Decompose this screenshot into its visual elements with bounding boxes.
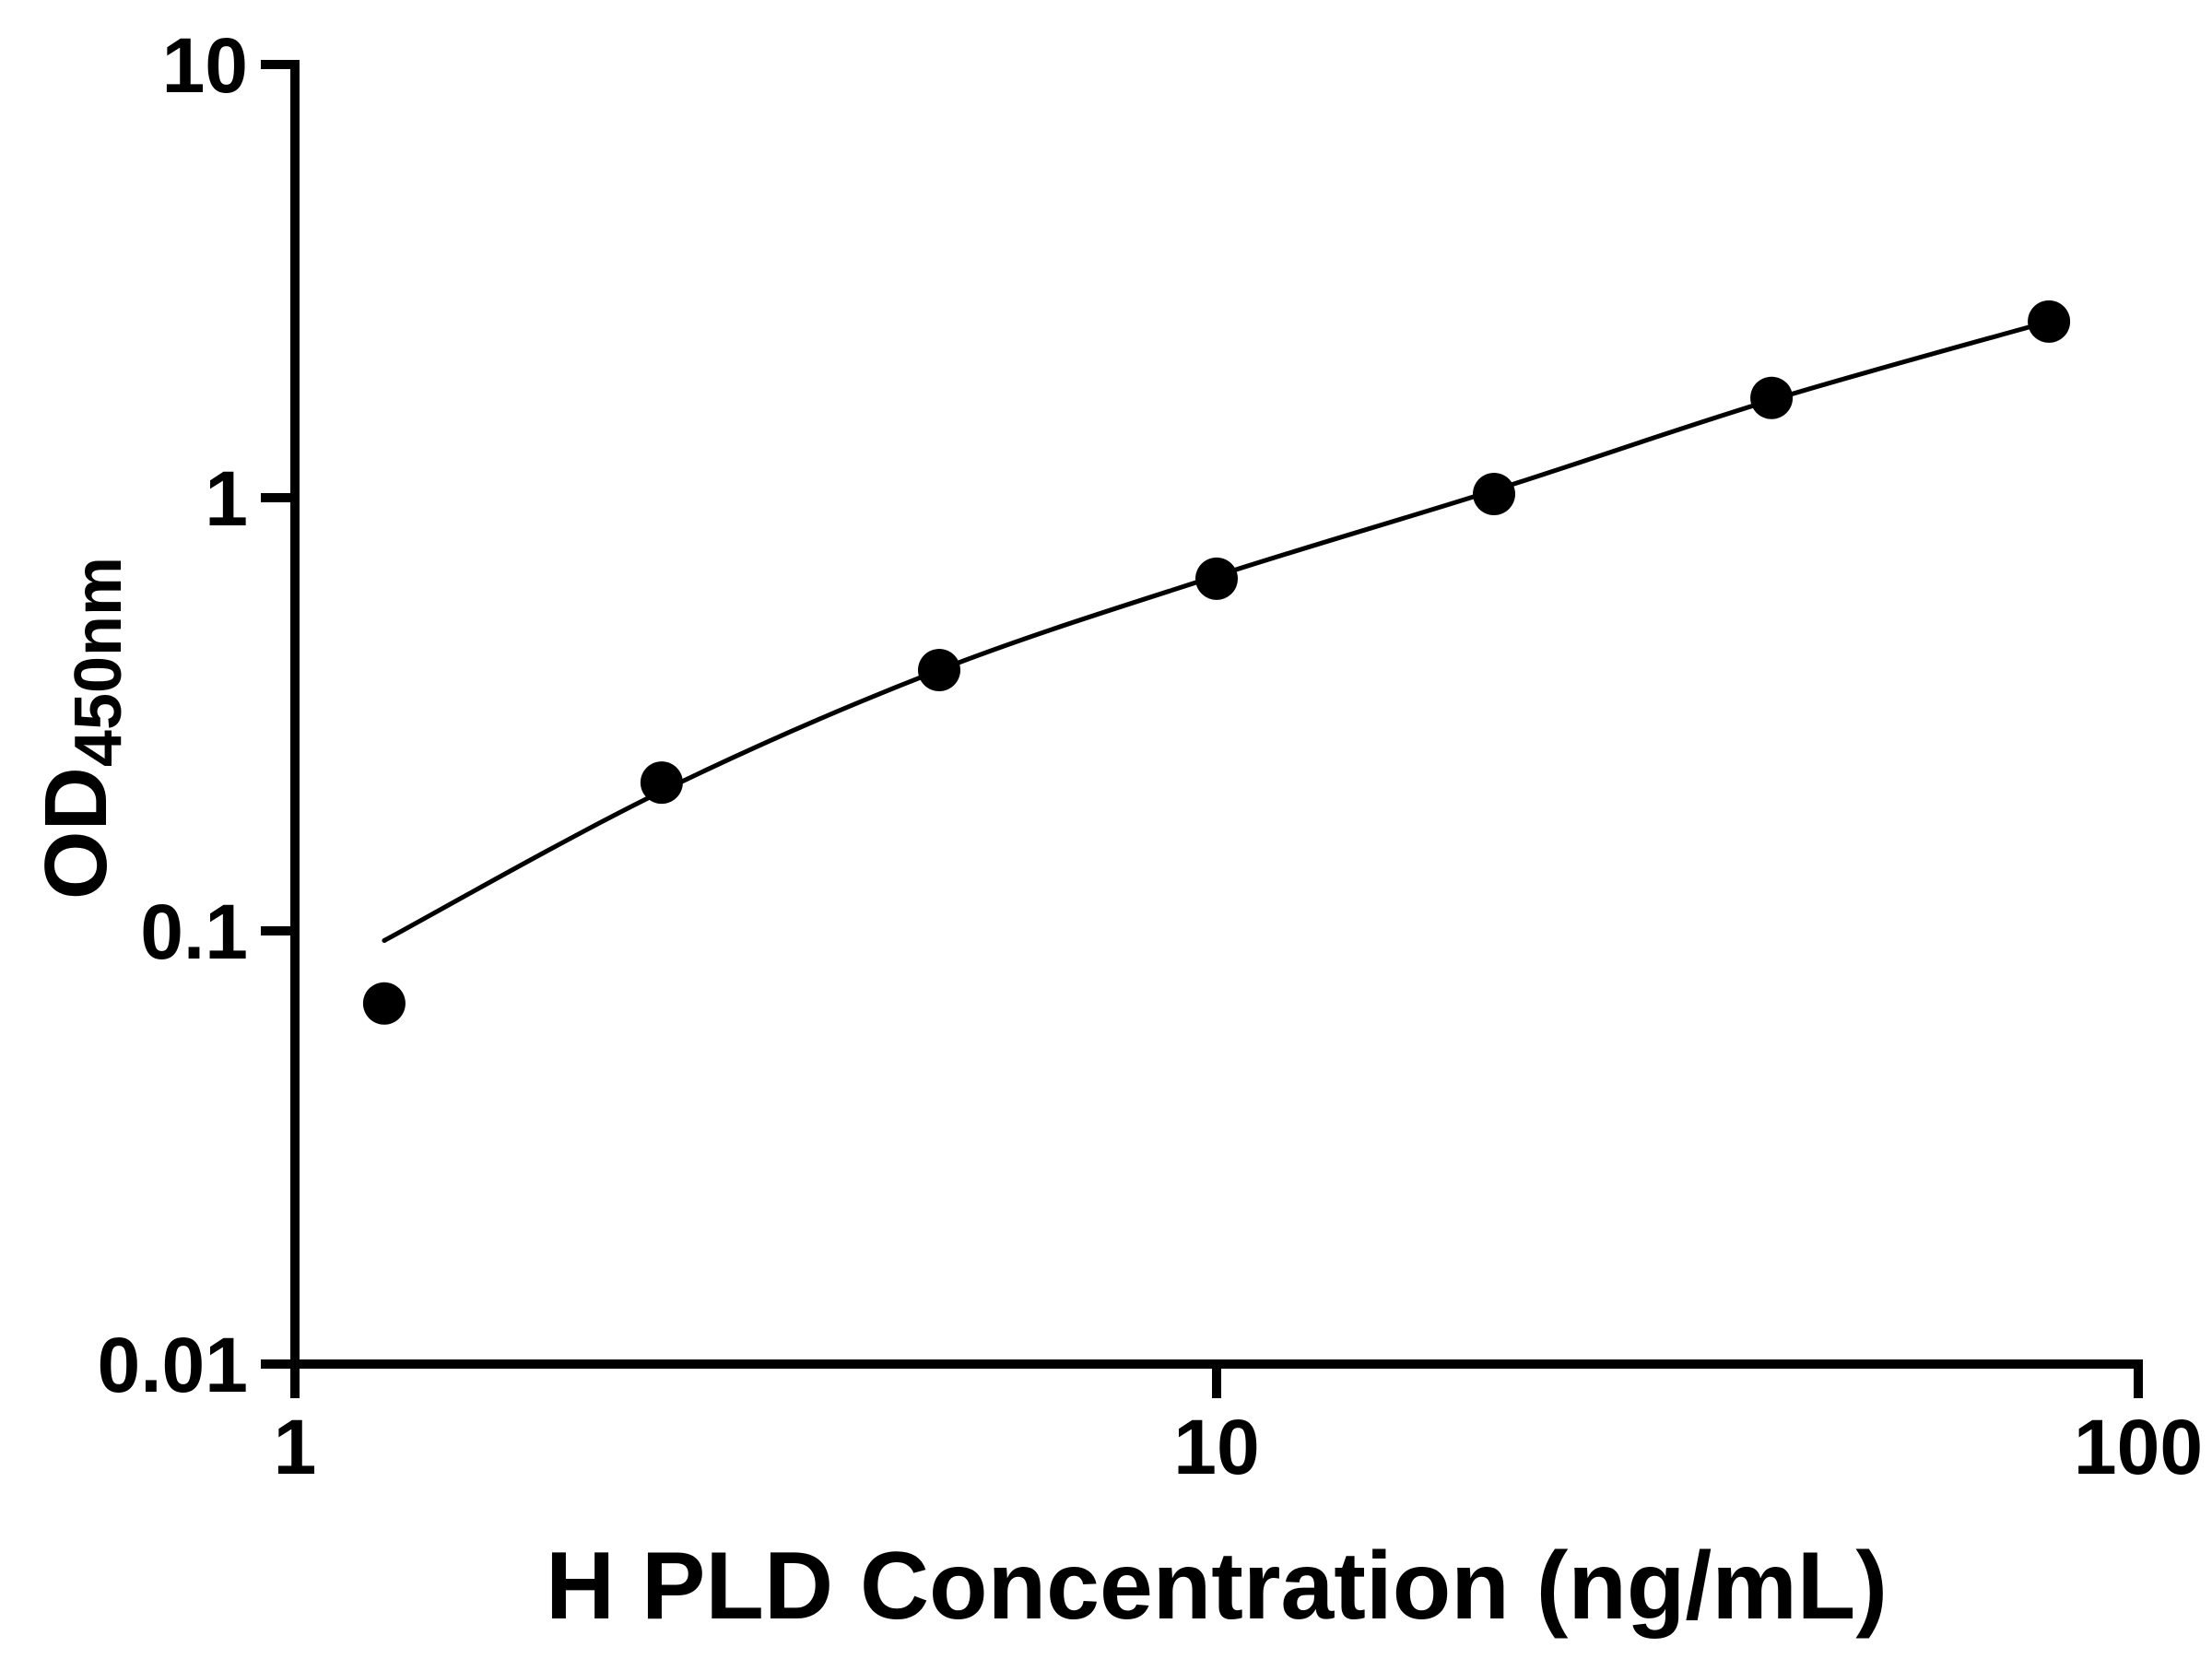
y-tick-label: 10 [162, 22, 248, 109]
data-point-marker [918, 649, 960, 691]
y-tick-label: 0.01 [98, 1322, 249, 1408]
axis-spines [290, 60, 2143, 1369]
data-point-marker [1473, 473, 1515, 515]
y-tick-label: 1 [205, 455, 248, 542]
data-point-marker [2028, 300, 2071, 343]
data-point-marker [1750, 376, 1794, 419]
x-tick-label: 10 [1173, 1404, 1259, 1490]
data-point-marker [1195, 557, 1238, 600]
y-axis-title: OD450nm [26, 557, 136, 900]
data-point-marker [640, 761, 683, 805]
data-point-marker [362, 982, 406, 1025]
y-axis-title-subscript: 450nm [62, 556, 135, 768]
y-tick-label: 0.1 [140, 888, 248, 975]
x-tick-label: 1 [274, 1404, 317, 1490]
y-axis-title-base: OD [27, 767, 125, 900]
x-tick-label: 100 [2074, 1404, 2203, 1490]
fit-curve [382, 319, 2052, 943]
x-axis-title: H PLD Concentration (ng/mL) [546, 1533, 1888, 1640]
